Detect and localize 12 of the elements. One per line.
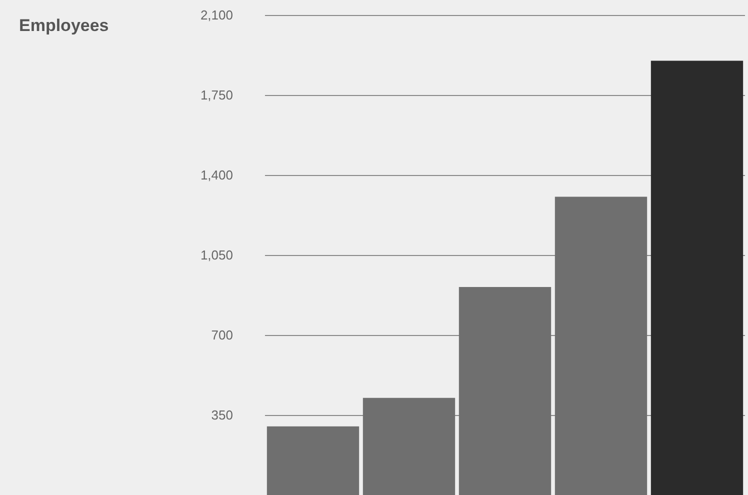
bar: [554, 196, 648, 495]
y-tick-label: 1,050: [200, 248, 233, 262]
bar: [650, 60, 744, 495]
bar: [458, 287, 552, 495]
y-tick-label: 1,400: [200, 168, 233, 182]
text: Employees: [19, 16, 109, 35]
y-tick-label: 700: [211, 328, 233, 342]
bar: [362, 398, 456, 495]
y-tick-label: 1,750: [200, 88, 233, 102]
bar: [266, 426, 360, 495]
y-tick-label: 350: [211, 408, 233, 422]
y-tick-label: 2,100: [200, 8, 233, 22]
